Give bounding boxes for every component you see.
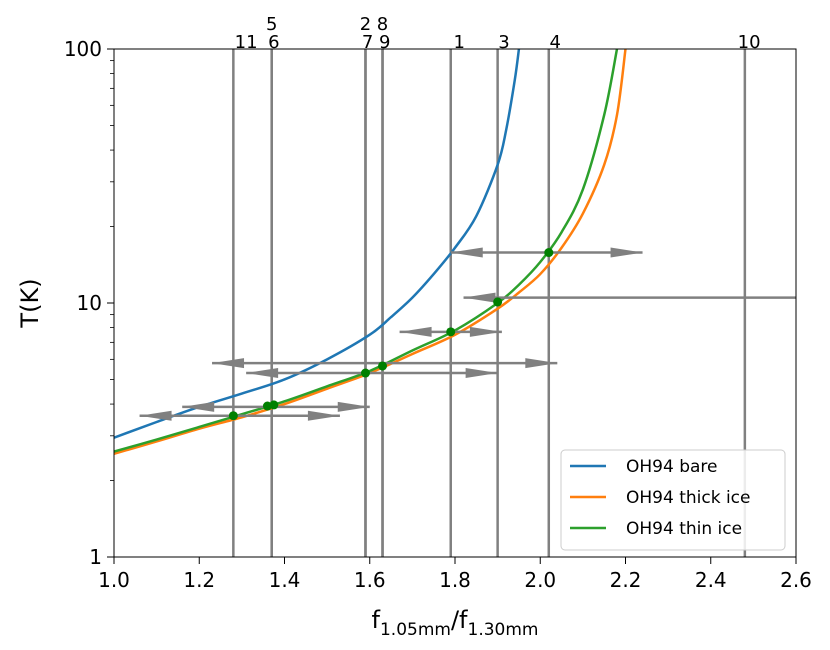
x-axis-label-sub2: 1.30mm	[468, 620, 539, 640]
legend: OH94 bare OH94 thick ice OH94 thin ice	[560, 449, 786, 551]
x-tick-label: 1.0	[98, 568, 130, 592]
x-tick-label: 2.4	[695, 568, 727, 592]
top-label: 4	[549, 32, 560, 53]
y-tick-label: 100	[64, 37, 102, 61]
data-points	[228, 248, 554, 421]
legend-box	[560, 449, 786, 551]
x-axis-label-main: f	[372, 606, 381, 634]
top-label: 7	[362, 32, 373, 53]
x-tick-label: 2.6	[780, 568, 812, 592]
top-label: 5	[266, 14, 277, 35]
error-arrow	[139, 410, 340, 421]
top-label: 11	[235, 32, 258, 53]
axes: 1.0 1.2 1.4 1.6 1.8 2.0 2.2 2.4 2.6 1 10 100	[64, 37, 812, 592]
legend-label: OH94 thin ice	[626, 519, 742, 539]
top-label: 1	[454, 32, 465, 53]
data-point	[378, 361, 388, 371]
data-point	[493, 297, 503, 307]
x-tick-label: 1.6	[354, 568, 386, 592]
error-bars	[139, 247, 796, 421]
x-axis-label: f1.05mm/f1.30mm	[372, 606, 539, 640]
x-tick-label: 1.4	[269, 568, 301, 592]
legend-label: OH94 bare	[626, 457, 717, 477]
x-tick-label: 1.8	[439, 568, 471, 592]
y-axis-label: T(K)	[16, 278, 44, 328]
top-label: 9	[379, 32, 390, 53]
top-label: 3	[498, 32, 509, 53]
data-point	[360, 368, 370, 378]
series-line-0	[114, 49, 521, 439]
x-tick-label: 1.2	[183, 568, 215, 592]
x-tick-label: 2.2	[610, 568, 642, 592]
error-arrow	[463, 292, 796, 303]
error-arrow	[246, 368, 498, 379]
y-tick-label: 1	[89, 545, 102, 569]
data-point	[228, 411, 238, 421]
series-line-1	[114, 49, 627, 455]
x-tick-label: 2.0	[524, 568, 556, 592]
data-point	[446, 327, 456, 337]
legend-entry: OH94 thin ice	[570, 519, 742, 539]
top-labels: 5 2 8 11 6 7 9 1 3 4 10	[235, 14, 761, 53]
x-axis-label-sub1: 1.05mm	[380, 620, 451, 640]
legend-entry: OH94 bare	[570, 457, 717, 477]
top-label: 6	[268, 32, 279, 53]
series-lines	[114, 49, 627, 455]
data-point	[269, 400, 279, 410]
y-tick-label: 10	[77, 291, 102, 315]
legend-label: OH94 thick ice	[626, 488, 751, 508]
data-point	[544, 248, 554, 258]
x-axis-label-slash: /f	[451, 606, 468, 634]
top-label: 10	[738, 32, 761, 53]
series-line-2	[114, 49, 619, 453]
legend-entry: OH94 thick ice	[570, 488, 751, 508]
top-label: 8	[377, 14, 388, 35]
top-label: 2	[360, 14, 371, 35]
